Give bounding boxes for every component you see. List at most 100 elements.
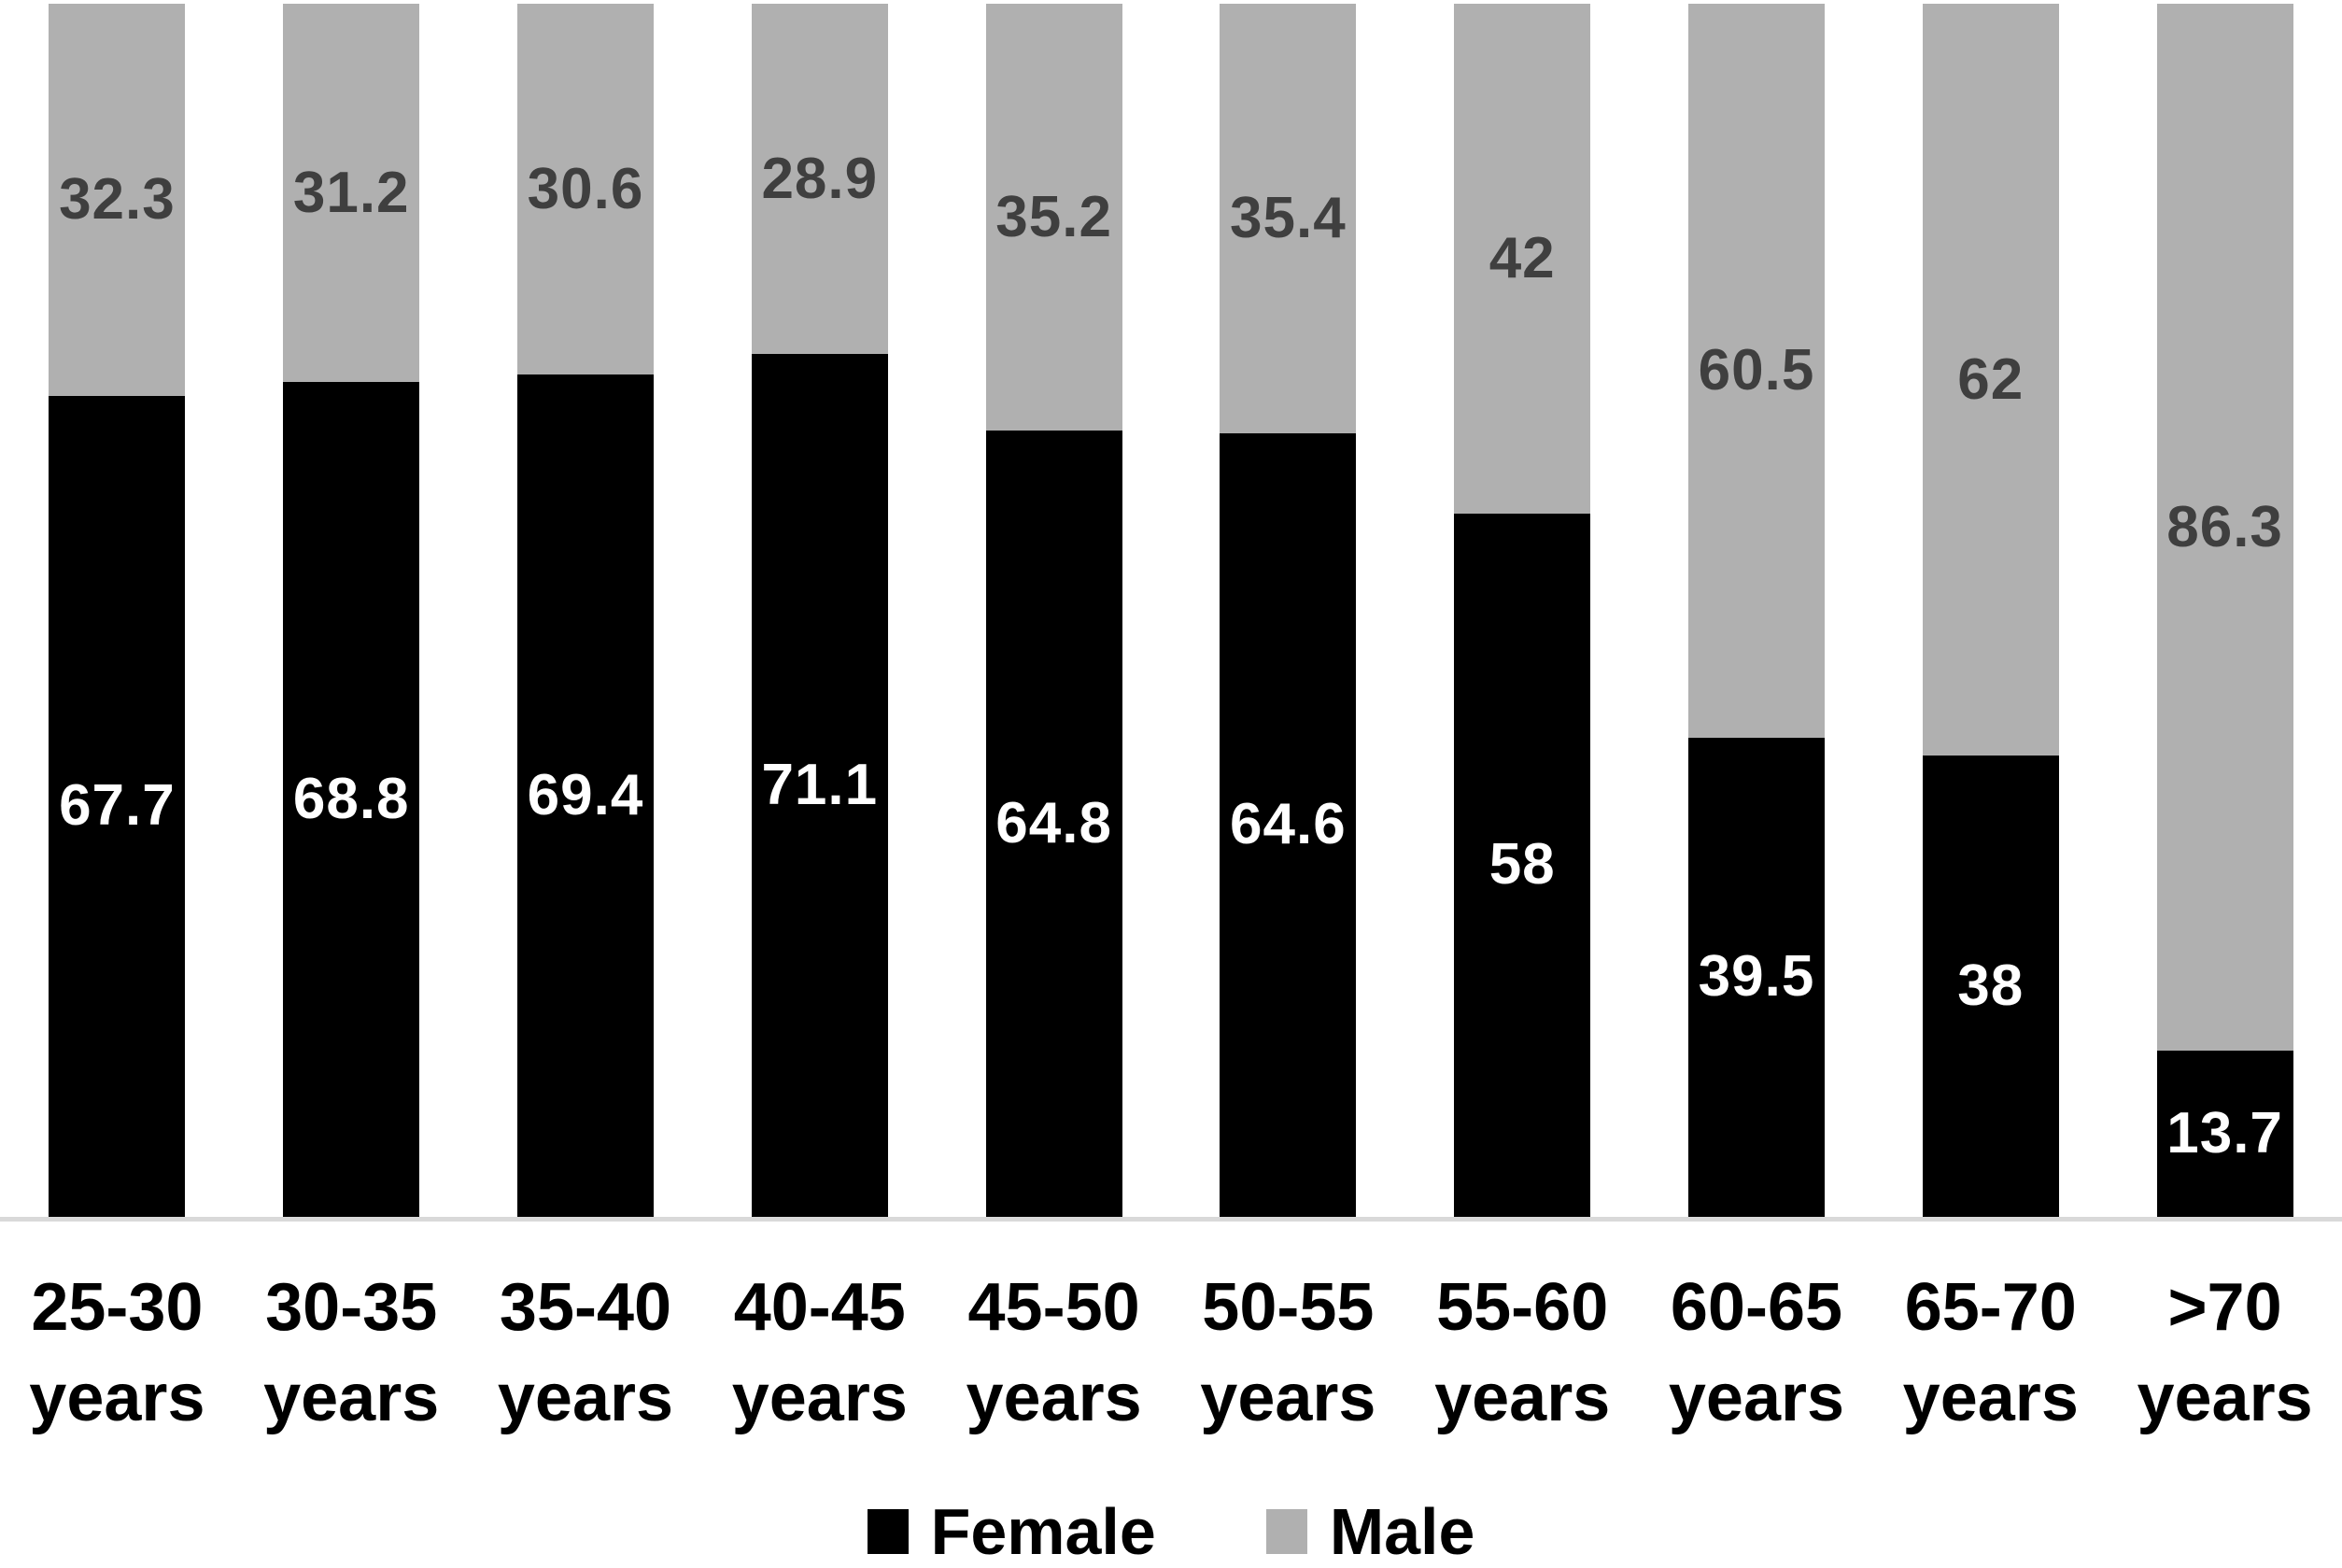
x-axis-label-line2: years [1902, 1361, 2079, 1435]
bar: 86.3 13.7 [2156, 4, 2293, 1217]
x-axis-label-line2: years [497, 1361, 674, 1435]
bar-segment-female: 69.4 [517, 374, 654, 1217]
x-axis-label: >70 years [2108, 1263, 2342, 1444]
bar-group: 35.4 64.6 [1171, 4, 1405, 1217]
value-label-female: 67.7 [59, 773, 176, 839]
plot-area: 32.3 67.7 31.2 68.8 30.6 69.4 28.9 71.1 35.2 64.8… [0, 4, 2342, 1217]
bar: 62 38 [1922, 4, 2059, 1217]
bar-segment-male: 62 [1922, 4, 2059, 756]
x-axis-label-line1: 40-45 [733, 1270, 906, 1345]
bar-segment-female: 39.5 [1688, 737, 1825, 1217]
x-axis-label-line1: 55-60 [1436, 1270, 1609, 1345]
x-axis-label-line2: years [29, 1361, 205, 1435]
legend-item-male: Male [1265, 1495, 1475, 1568]
bar-segment-female: 38 [1922, 756, 2059, 1217]
value-label-male: 31.2 [292, 160, 410, 225]
x-axis-label: 60-65 years [1640, 1263, 1874, 1444]
bar: 42 58 [1454, 4, 1591, 1217]
x-axis-labels: 25-30 years 30-35 years 35-40 years 40-45 years… [0, 1263, 2342, 1444]
value-label-female: 71.1 [761, 753, 879, 818]
value-label-female: 64.6 [1230, 792, 1347, 857]
value-label-male: 60.5 [1698, 337, 1815, 403]
bar: 32.3 67.7 [49, 4, 186, 1217]
value-label-male: 35.4 [1230, 185, 1347, 250]
value-label-female: 64.8 [995, 791, 1112, 856]
value-label-female: 58 [1488, 832, 1556, 897]
bar-group: 28.9 71.1 [702, 4, 937, 1217]
legend-label: Female [930, 1495, 1156, 1568]
legend-swatch-female [867, 1509, 909, 1554]
bar: 31.2 68.8 [283, 4, 420, 1217]
x-axis-label: 45-50 years [937, 1263, 1171, 1444]
x-axis-label-line2: years [1200, 1361, 1376, 1435]
bar-segment-female: 64.8 [985, 431, 1122, 1217]
bar: 30.6 69.4 [517, 4, 654, 1217]
x-axis-label: 65-70 years [1873, 1263, 2108, 1444]
value-label-male: 28.9 [761, 146, 879, 211]
bar-segment-male: 30.6 [517, 4, 654, 375]
x-axis-label: 25-30 years [0, 1263, 234, 1444]
x-axis-label-line1: 65-70 [1904, 1270, 2077, 1345]
bar-group: 31.2 68.8 [234, 4, 469, 1217]
x-axis-label-line1: >70 [2167, 1270, 2282, 1345]
x-axis-label-line1: 35-40 [499, 1270, 672, 1345]
x-axis-label-line2: years [966, 1361, 1142, 1435]
x-axis-label-line2: years [1434, 1361, 1611, 1435]
x-axis-label-line2: years [1668, 1361, 1845, 1435]
bar-group: 42 58 [1405, 4, 1640, 1217]
value-label-female: 69.4 [527, 763, 644, 828]
bar-segment-female: 71.1 [751, 354, 888, 1217]
bar: 60.5 39.5 [1688, 4, 1825, 1217]
bar-segment-male: 28.9 [751, 4, 888, 355]
x-axis-label-line2: years [263, 1361, 440, 1435]
bar-group: 60.5 39.5 [1640, 4, 1874, 1217]
bar-segment-male: 86.3 [2156, 4, 2293, 1052]
value-label-female: 68.8 [292, 767, 410, 832]
bar-segment-male: 31.2 [283, 4, 420, 383]
x-axis-label-line1: 25-30 [31, 1270, 204, 1345]
bar-segment-male: 32.3 [49, 4, 186, 396]
x-axis-label: 30-35 years [234, 1263, 469, 1444]
value-label-female: 39.5 [1698, 944, 1815, 1010]
x-axis-label-line1: 60-65 [1670, 1270, 1843, 1345]
bar-segment-female: 58 [1454, 513, 1591, 1217]
x-axis-label-line1: 45-50 [967, 1270, 1140, 1345]
x-axis-label: 55-60 years [1405, 1263, 1640, 1444]
bar-segment-female: 64.6 [1220, 432, 1357, 1217]
bar-group: 35.2 64.8 [937, 4, 1171, 1217]
value-label-male: 35.2 [995, 184, 1112, 249]
x-axis-label: 50-55 years [1171, 1263, 1405, 1444]
legend-label: Male [1329, 1495, 1475, 1568]
bar-segment-male: 42 [1454, 4, 1591, 514]
value-label-male: 32.3 [59, 166, 176, 232]
x-axis-label-line1: 50-55 [1202, 1270, 1375, 1345]
bar-segment-male: 60.5 [1688, 4, 1825, 738]
x-axis-label: 40-45 years [702, 1263, 937, 1444]
bar-group: 62 38 [1873, 4, 2108, 1217]
bar-segment-female: 67.7 [49, 395, 186, 1217]
bar-segment-male: 35.2 [985, 4, 1122, 431]
bar-group: 32.3 67.7 [0, 4, 234, 1217]
bar-segment-female: 68.8 [283, 382, 420, 1217]
value-label-male: 30.6 [527, 156, 644, 221]
x-axis-line [0, 1217, 2342, 1222]
bar-group: 30.6 69.4 [469, 4, 703, 1217]
value-label-female: 13.7 [2166, 1101, 2283, 1165]
value-label-male: 62 [1957, 346, 2025, 412]
bar-group: 86.3 13.7 [2108, 4, 2342, 1217]
legend-swatch-male [1265, 1509, 1307, 1554]
x-axis-label-line2: years [731, 1361, 908, 1435]
bar: 35.2 64.8 [985, 4, 1122, 1217]
bar-segment-female: 13.7 [2156, 1051, 2293, 1217]
bar: 28.9 71.1 [751, 4, 888, 1217]
x-axis-label-line1: 30-35 [265, 1270, 438, 1345]
value-label-male: 42 [1488, 225, 1556, 290]
legend: Female Male [0, 1499, 2342, 1564]
x-axis-label-line2: years [2137, 1361, 2313, 1435]
bar: 35.4 64.6 [1220, 4, 1357, 1217]
legend-item-female: Female [867, 1495, 1156, 1568]
x-axis-label: 35-40 years [469, 1263, 703, 1444]
value-label-male: 86.3 [2166, 494, 2283, 559]
bar-segment-male: 35.4 [1220, 4, 1357, 433]
